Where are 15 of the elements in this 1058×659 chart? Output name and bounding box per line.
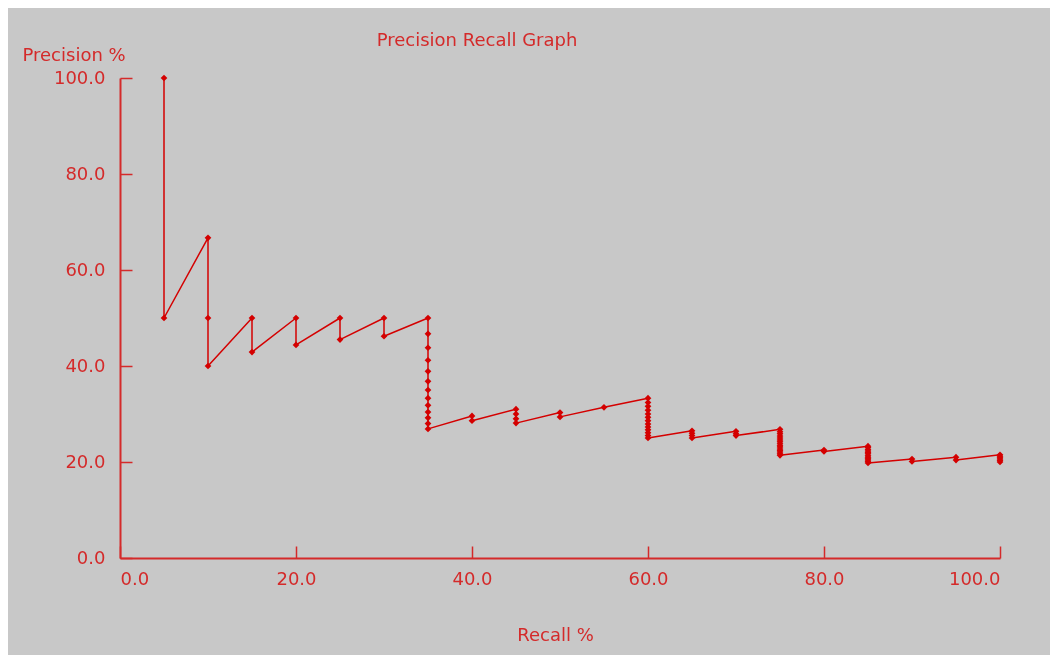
y-tick-label: 100.0	[53, 66, 106, 88]
x-tick-label: 40.0	[452, 567, 493, 589]
y-tick-label: 20.0	[65, 450, 106, 472]
y-tick-label: 60.0	[65, 258, 106, 280]
y-tick-label: 0.0	[76, 546, 106, 568]
x-tick-label: 0.0	[120, 567, 150, 589]
x-axis-title: Recall %	[517, 623, 594, 645]
x-tick-label: 80.0	[804, 567, 845, 589]
y-tick-label: 40.0	[65, 354, 106, 376]
y-tick-label: 80.0	[65, 162, 106, 184]
x-tick-label: 100.0	[948, 567, 1001, 589]
x-tick-label: 20.0	[276, 567, 317, 589]
x-tick-label: 60.0	[628, 567, 669, 589]
chart-title: Precision Recall Graph	[376, 29, 578, 50]
y-axis-title: Precision %	[22, 43, 126, 65]
